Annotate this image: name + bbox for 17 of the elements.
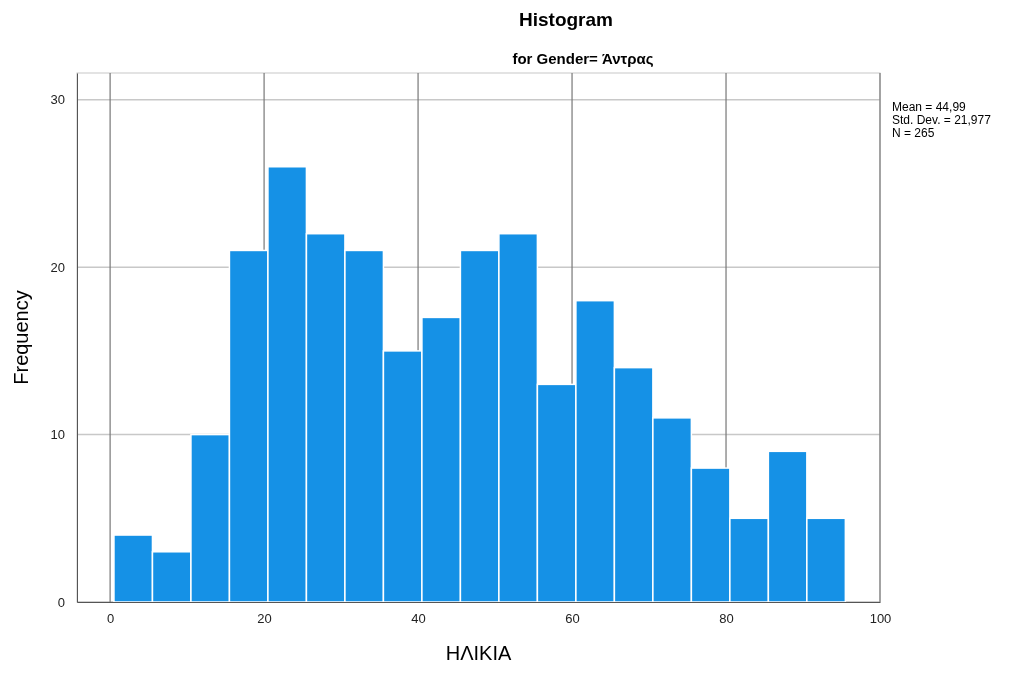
x-tick-label: 100 xyxy=(869,611,892,627)
x-tick-label: 0 xyxy=(106,611,115,627)
chart-subtitle: for Gender= Άντρας xyxy=(512,50,654,67)
y-tick-label: 10 xyxy=(50,427,65,443)
y-tick-label: 30 xyxy=(50,92,65,108)
x-tick-label: 80 xyxy=(719,611,734,627)
x-tick-label: 20 xyxy=(257,611,272,627)
y-tick-label: 0 xyxy=(57,594,65,610)
y-tick-label: 20 xyxy=(50,259,65,275)
x-tick-label: 40 xyxy=(411,611,426,627)
text: N = 265 xyxy=(892,126,935,140)
text: Std. Dev. = 21,977 xyxy=(892,113,992,127)
x-tick-label: 60 xyxy=(565,611,580,627)
chart-title: Histogram xyxy=(519,9,613,30)
text: Mean = 44,99 xyxy=(892,100,967,114)
x-axis-title: ΗΛΙΚΙΑ xyxy=(445,642,512,664)
y-axis-title: Frequency xyxy=(10,290,32,385)
